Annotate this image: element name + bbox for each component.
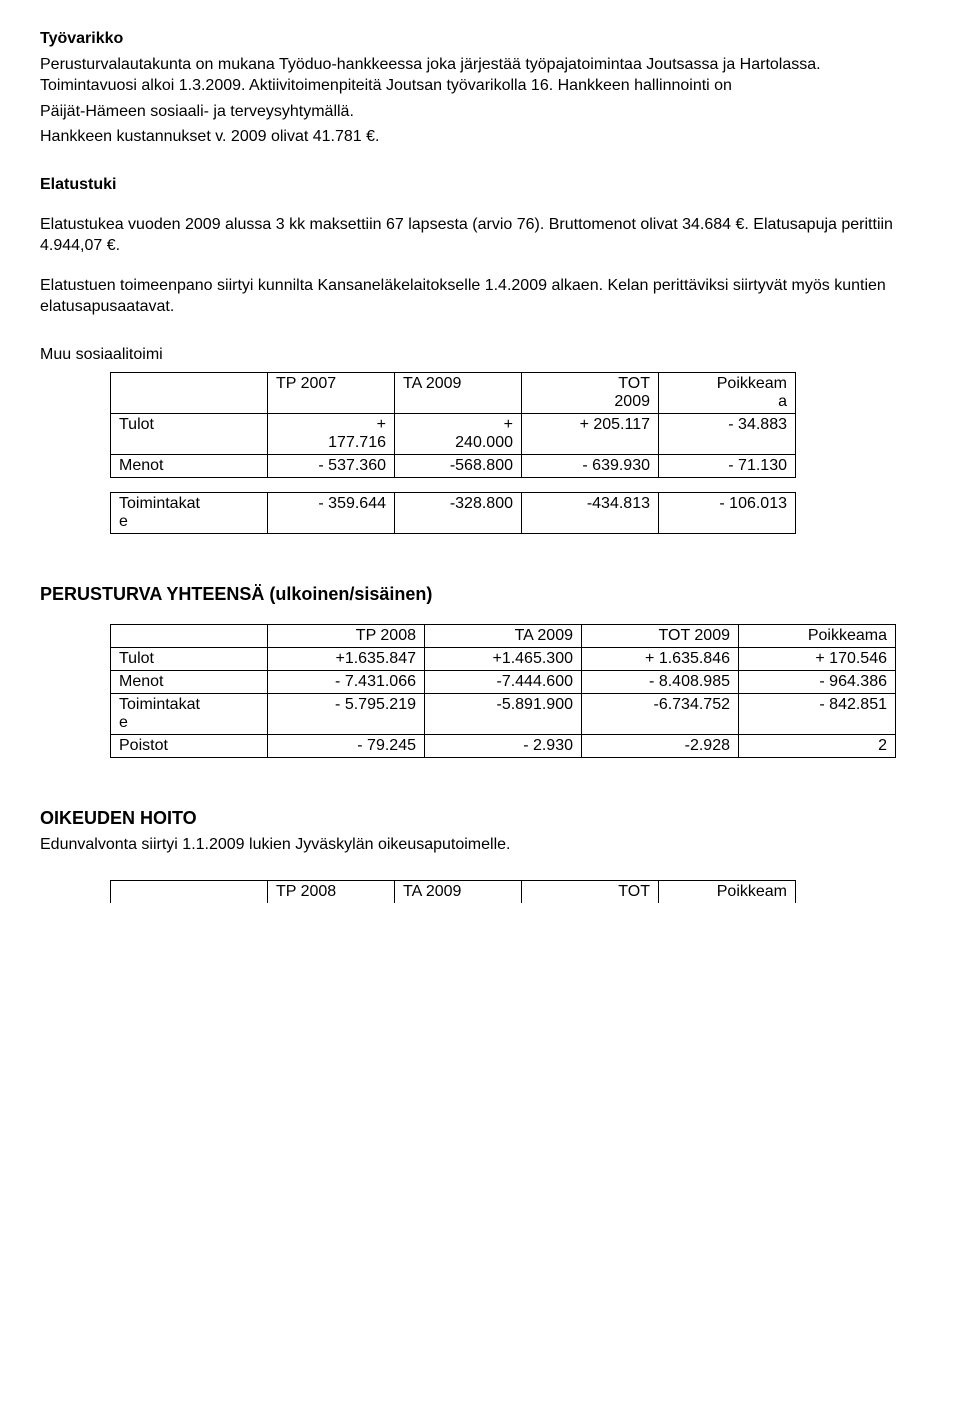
table-cell <box>111 880 268 903</box>
table-cell: + 205.117 <box>522 413 659 454</box>
table-header-line: a <box>667 393 787 411</box>
table-cell: - 34.883 <box>659 413 796 454</box>
elatustuki-heading: Elatustuki <box>40 174 920 196</box>
muu-table2: Toimintakat e - 359.644 -328.800 -434.81… <box>110 492 796 534</box>
table-cell: - 106.013 <box>659 492 796 533</box>
table-header: TP 2008 <box>268 880 395 903</box>
table-cell: 2 <box>739 734 896 757</box>
table-cell: -434.813 <box>522 492 659 533</box>
table-cell: + 240.000 <box>395 413 522 454</box>
table-cell: - 2.930 <box>425 734 582 757</box>
table-row: Poistot - 79.245 - 2.930 -2.928 2 <box>111 734 896 757</box>
table-row: TP 2007 TA 2009 TOT 2009 Poikkeam a <box>111 372 796 413</box>
cell-line: 177.716 <box>276 434 386 452</box>
perusturva-heading: PERUSTURVA YHTEENSÄ (ulkoinen/sisäinen) <box>40 582 920 606</box>
table-row: Tulot +1.635.847 +1.465.300 + 1.635.846 … <box>111 647 896 670</box>
table-cell: Menot <box>111 670 268 693</box>
table-cell: Tulot <box>111 647 268 670</box>
table-cell: -6.734.752 <box>582 693 739 734</box>
table-header: TOT <box>522 880 659 903</box>
table-cell: -2.928 <box>582 734 739 757</box>
oikeuden-heading: OIKEUDEN HOITO <box>40 806 920 830</box>
table-cell <box>111 624 268 647</box>
table-cell: - 8.408.985 <box>582 670 739 693</box>
table-cell: - 537.360 <box>268 454 395 477</box>
tyovarikko-p3: Hankkeen kustannukset v. 2009 olivat 41.… <box>40 126 920 148</box>
table-cell: - 359.644 <box>268 492 395 533</box>
table-cell: Toimintakat e <box>111 492 268 533</box>
table-cell: -5.891.900 <box>425 693 582 734</box>
table-header: TOT 2009 <box>522 372 659 413</box>
elatustuki-p1: Elatustukea vuoden 2009 alussa 3 kk maks… <box>40 214 920 257</box>
table-cell: + 170.546 <box>739 647 896 670</box>
table-header-line: Poikkeam <box>667 375 787 393</box>
table-cell: - 79.245 <box>268 734 425 757</box>
table-cell: Toimintakat e <box>111 693 268 734</box>
table-row: Toimintakat e - 5.795.219 -5.891.900 -6.… <box>111 693 896 734</box>
table-cell: - 964.386 <box>739 670 896 693</box>
elatustuki-p2: Elatustuen toimeenpano siirtyi kunnilta … <box>40 275 920 318</box>
tyovarikko-p1: Perusturvalautakunta on mukana Työduo-ha… <box>40 54 920 97</box>
table-cell: - 71.130 <box>659 454 796 477</box>
table-cell: +1.635.847 <box>268 647 425 670</box>
table-row: Toimintakat e - 359.644 -328.800 -434.81… <box>111 492 796 533</box>
table-header: Poikkeama <box>739 624 896 647</box>
tyovarikko-heading: Työvarikko <box>40 28 920 50</box>
table-cell: -568.800 <box>395 454 522 477</box>
cell-line: e <box>119 714 259 732</box>
cell-line: e <box>119 513 259 531</box>
table-header: TA 2009 <box>395 880 522 903</box>
oikeuden-table: TP 2008 TA 2009 TOT Poikkeam <box>110 880 796 903</box>
table-cell: - 5.795.219 <box>268 693 425 734</box>
table-header: Poikkeam a <box>659 372 796 413</box>
table-header: TP 2007 <box>268 372 395 413</box>
table-cell: -7.444.600 <box>425 670 582 693</box>
table-header: Poikkeam <box>659 880 796 903</box>
cell-line: Toimintakat <box>119 696 259 714</box>
table-cell: - 7.431.066 <box>268 670 425 693</box>
table-cell: Poistot <box>111 734 268 757</box>
perusturva-table: TP 2008 TA 2009 TOT 2009 Poikkeama Tulot… <box>110 624 896 758</box>
muu-table1: TP 2007 TA 2009 TOT 2009 Poikkeam a Tulo… <box>110 372 796 478</box>
table-cell: - 842.851 <box>739 693 896 734</box>
muu-heading: Muu sosiaalitoimi <box>40 344 920 366</box>
table-cell: - 639.930 <box>522 454 659 477</box>
table-row: Menot - 7.431.066 -7.444.600 - 8.408.985… <box>111 670 896 693</box>
table-cell: + 177.716 <box>268 413 395 454</box>
table-row: TP 2008 TA 2009 TOT 2009 Poikkeama <box>111 624 896 647</box>
tyovarikko-p2: Päijät-Hämeen sosiaali- ja terveysyhtymä… <box>40 101 920 123</box>
table-header: TOT 2009 <box>582 624 739 647</box>
cell-line: 240.000 <box>403 434 513 452</box>
table-cell: + 1.635.846 <box>582 647 739 670</box>
cell-line: + <box>276 416 386 434</box>
table-header: TP 2008 <box>268 624 425 647</box>
table-cell <box>111 372 268 413</box>
oikeuden-p1: Edunvalvonta siirtyi 1.1.2009 lukien Jyv… <box>40 834 920 856</box>
table-row: TP 2008 TA 2009 TOT Poikkeam <box>111 880 796 903</box>
table-cell: Menot <box>111 454 268 477</box>
table-row: Tulot + 177.716 + 240.000 + 205.117 - 34… <box>111 413 796 454</box>
table-cell: +1.465.300 <box>425 647 582 670</box>
table-header-line: 2009 <box>530 393 650 411</box>
cell-line: + <box>403 416 513 434</box>
table-cell: -328.800 <box>395 492 522 533</box>
table-header: TA 2009 <box>395 372 522 413</box>
table-row: Menot - 537.360 -568.800 - 639.930 - 71.… <box>111 454 796 477</box>
table-header: TA 2009 <box>425 624 582 647</box>
table-cell: Tulot <box>111 413 268 454</box>
cell-line: Toimintakat <box>119 495 259 513</box>
table-header-line: TOT <box>530 375 650 393</box>
